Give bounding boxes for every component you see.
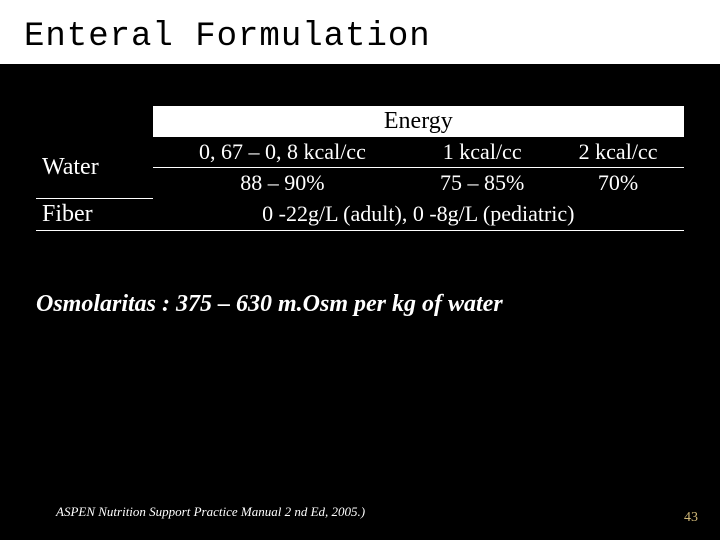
osmolarity-note: Osmolaritas : 375 – 630 m.Osm per kg of … xyxy=(0,291,720,318)
water-val-3: 70% xyxy=(552,168,684,199)
fiber-label: Fiber xyxy=(36,198,153,230)
blank-header xyxy=(36,106,153,137)
energy-subhead-row: Water 0, 67 – 0, 8 kcal/cc 1 kcal/cc 2 k… xyxy=(36,137,684,168)
water-val-2: 75 – 85% xyxy=(412,168,552,199)
content-area: Energy Water 0, 67 – 0, 8 kcal/cc 1 kcal… xyxy=(0,66,720,231)
energy-col-1: 0, 67 – 0, 8 kcal/cc xyxy=(153,137,413,168)
page-number: 43 xyxy=(684,510,698,526)
formulation-table: Energy Water 0, 67 – 0, 8 kcal/cc 1 kcal… xyxy=(36,106,684,231)
energy-col-3: 2 kcal/cc xyxy=(552,137,684,168)
energy-col-2: 1 kcal/cc xyxy=(412,137,552,168)
fiber-row: Fiber 0 -22g/L (adult), 0 -8g/L (pediatr… xyxy=(36,198,684,230)
fiber-value: 0 -22g/L (adult), 0 -8g/L (pediatric) xyxy=(153,198,684,230)
water-val-1: 88 – 90% xyxy=(153,168,413,199)
slide-title: Enteral Formulation xyxy=(0,0,720,66)
title-bar: Enteral Formulation xyxy=(0,0,720,66)
energy-header: Energy xyxy=(153,106,684,137)
citation-text: ASPEN Nutrition Support Practice Manual … xyxy=(56,504,365,520)
water-label: Water xyxy=(36,137,153,198)
